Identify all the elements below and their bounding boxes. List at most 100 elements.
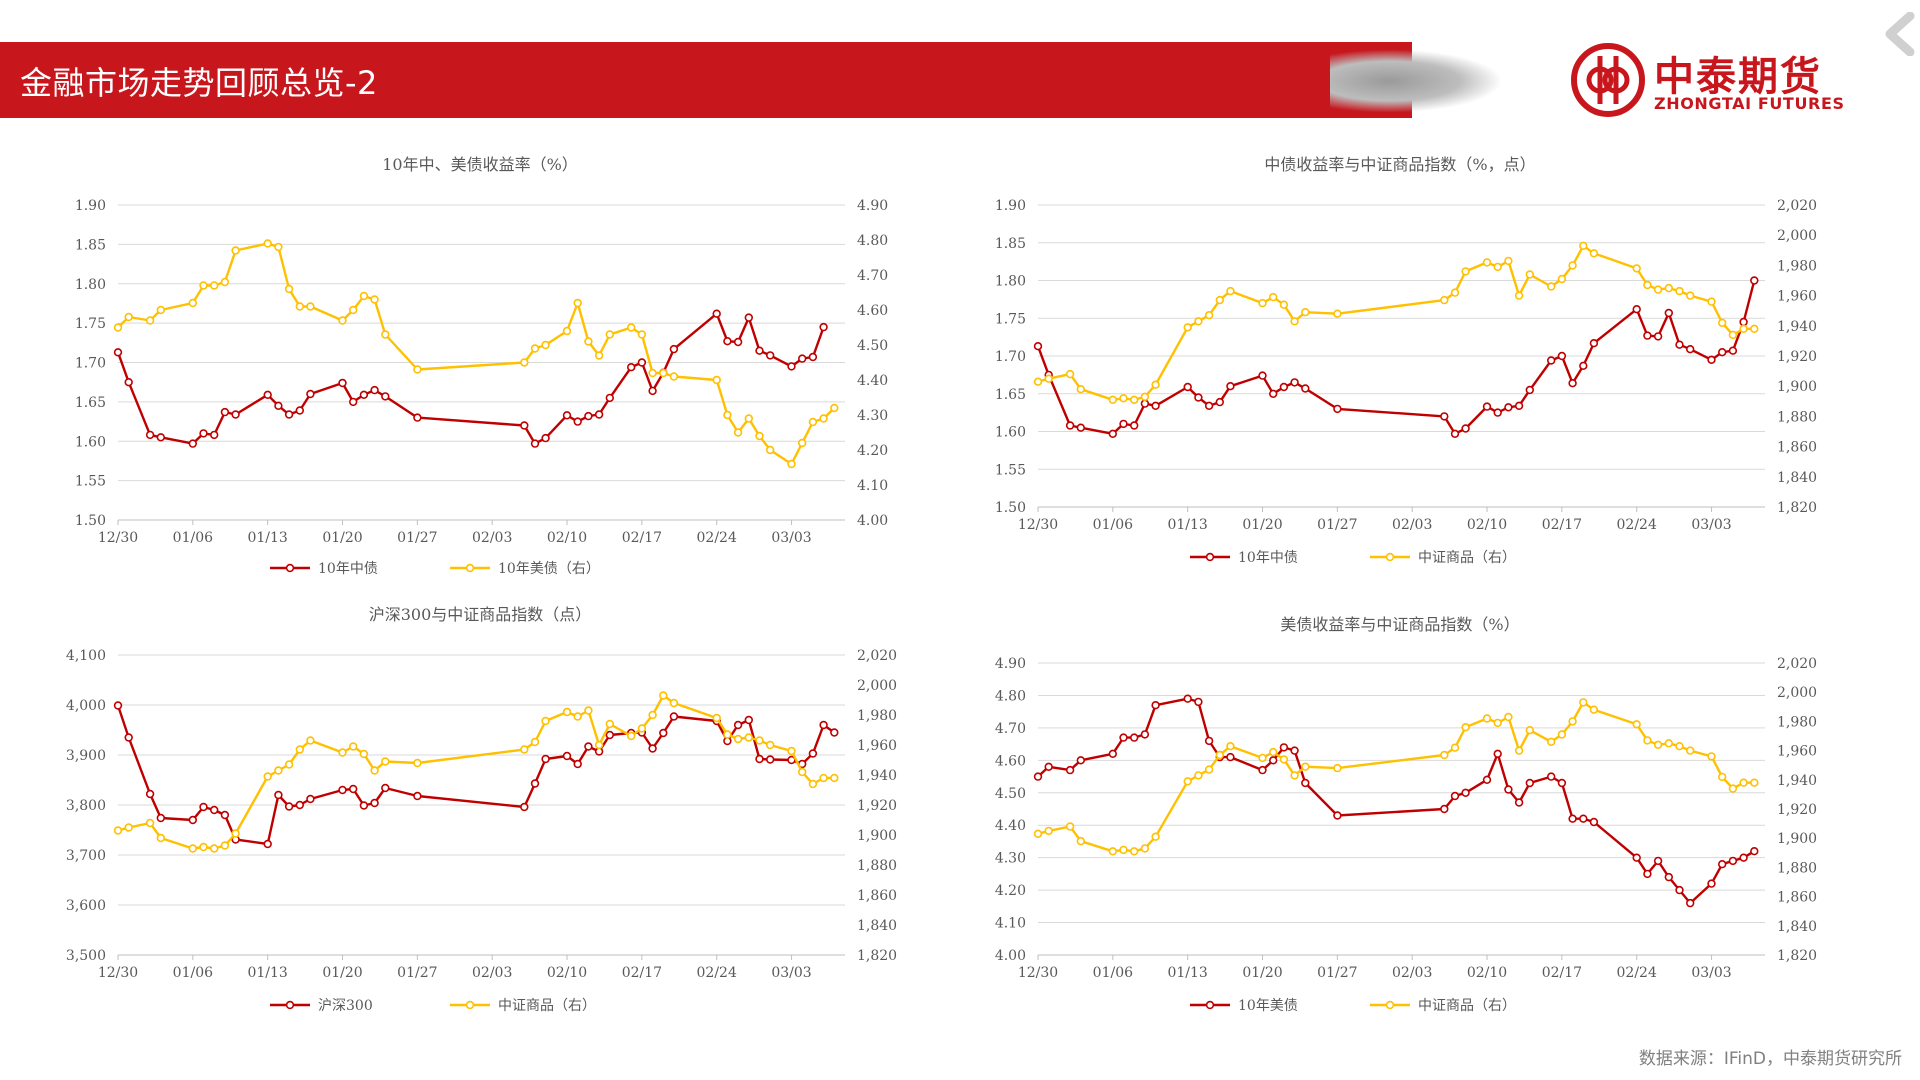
chevron-left-icon bbox=[1885, 12, 1915, 56]
data-point bbox=[188, 298, 198, 308]
data-point bbox=[1108, 429, 1118, 438]
data-point bbox=[605, 393, 614, 403]
data-point bbox=[659, 368, 668, 378]
data-point bbox=[797, 438, 807, 448]
data-point bbox=[349, 305, 358, 315]
data-point bbox=[1579, 698, 1588, 707]
data-point bbox=[370, 766, 379, 775]
y-right-tick-label: 2,020 bbox=[1777, 656, 1817, 672]
data-point bbox=[1685, 898, 1695, 908]
data-point bbox=[1140, 399, 1150, 408]
data-point bbox=[648, 386, 657, 396]
legend-label: 10年中债 bbox=[318, 561, 378, 577]
data-point bbox=[744, 733, 753, 742]
y-left-tick-label: 3,500 bbox=[66, 948, 106, 964]
data-point bbox=[306, 389, 315, 399]
y-left-tick-label: 1.80 bbox=[995, 274, 1026, 290]
data-point bbox=[1258, 765, 1267, 775]
series-line bbox=[1037, 244, 1755, 402]
y-left-tick-label: 1.60 bbox=[75, 434, 106, 450]
data-point bbox=[819, 322, 828, 332]
data-point bbox=[1557, 778, 1567, 788]
y-right-tick-label: 4.60 bbox=[857, 303, 888, 319]
y-right-tick-label: 1,820 bbox=[1777, 500, 1817, 516]
chart-legend: 10年中债 中证商品（右） bbox=[1190, 550, 1516, 566]
data-point bbox=[1557, 274, 1567, 284]
data-point bbox=[1215, 750, 1225, 760]
data-point bbox=[295, 745, 305, 754]
y-left-tick-label: 4.10 bbox=[995, 916, 1026, 932]
data-point bbox=[594, 351, 604, 360]
x-tick-label: 02/10 bbox=[547, 965, 587, 981]
data-point bbox=[755, 431, 764, 441]
data-point bbox=[765, 740, 775, 750]
data-point bbox=[819, 720, 828, 730]
y-right-tick-label: 1,940 bbox=[857, 768, 897, 784]
data-point bbox=[1226, 752, 1235, 762]
series-yellow bbox=[1033, 241, 1759, 405]
data-point bbox=[413, 365, 422, 374]
data-point bbox=[1440, 750, 1449, 760]
data-point bbox=[188, 815, 198, 825]
data-point bbox=[787, 362, 796, 371]
y-right-tick-label: 4.10 bbox=[857, 478, 888, 494]
y-right-tick-label: 4.70 bbox=[857, 268, 888, 284]
data-point bbox=[145, 818, 155, 828]
data-point bbox=[1525, 385, 1534, 395]
data-point bbox=[1717, 860, 1727, 869]
y-right-tick-label: 1,820 bbox=[857, 948, 897, 964]
data-point bbox=[220, 407, 230, 417]
data-point bbox=[1450, 288, 1460, 297]
data-point bbox=[1525, 270, 1534, 279]
data-point bbox=[584, 337, 593, 346]
data-point bbox=[744, 715, 753, 725]
chart-title: 中债收益率与中证商品指数（%，点） bbox=[1264, 155, 1535, 174]
data-point bbox=[765, 445, 775, 455]
data-point bbox=[1707, 297, 1716, 306]
data-point bbox=[541, 433, 550, 443]
data-point bbox=[573, 417, 582, 426]
x-tick-label: 01/20 bbox=[322, 965, 362, 981]
data-point bbox=[1065, 822, 1075, 831]
data-point bbox=[370, 295, 379, 304]
data-point bbox=[808, 779, 818, 789]
data-point bbox=[733, 337, 743, 347]
y-right-tick-label: 1,960 bbox=[1777, 744, 1817, 760]
data-point bbox=[1183, 777, 1192, 786]
x-tick-label: 01/06 bbox=[173, 965, 213, 981]
data-point bbox=[1119, 419, 1128, 429]
data-point bbox=[381, 783, 390, 793]
data-point bbox=[1194, 771, 1203, 780]
y-right-tick-label: 1,900 bbox=[1777, 379, 1817, 395]
data-point bbox=[124, 378, 133, 387]
data-point bbox=[1728, 346, 1738, 355]
y-right-tick-label: 1,840 bbox=[1777, 470, 1817, 486]
series-line bbox=[117, 242, 836, 466]
chart-svg: 沪深300与中证商品指数（点） 3,500 3,600 3,700 3,800 3,900… bbox=[66, 605, 897, 1014]
data-point bbox=[113, 348, 123, 357]
data-point bbox=[1183, 323, 1192, 332]
legend-label: 中证商品（右） bbox=[498, 998, 596, 1014]
x-tick-label: 02/03 bbox=[1392, 517, 1432, 533]
legend-swatch-marker bbox=[285, 1000, 295, 1010]
x-tick-label: 02/24 bbox=[697, 965, 737, 981]
data-point bbox=[1151, 832, 1160, 841]
y-right-tick-label: 1,940 bbox=[1777, 773, 1817, 789]
data-point bbox=[1033, 342, 1043, 351]
x-tick-label: 12/30 bbox=[1018, 965, 1058, 981]
y-left-tick-label: 3,600 bbox=[66, 898, 106, 914]
chart-legend: 10年美债 中证商品（右） bbox=[1190, 998, 1516, 1014]
series-red bbox=[1033, 694, 1759, 908]
data-point bbox=[1461, 424, 1470, 433]
y-left-tick-label: 1.90 bbox=[75, 198, 106, 214]
data-point bbox=[338, 785, 347, 795]
data-point bbox=[733, 734, 743, 744]
data-point bbox=[808, 352, 818, 362]
data-point bbox=[1279, 382, 1289, 392]
chart-legend: 沪深300 中证商品（右） bbox=[270, 998, 596, 1014]
data-point bbox=[1258, 753, 1267, 763]
x-tick-label: 02/24 bbox=[1617, 965, 1657, 981]
data-point bbox=[359, 291, 369, 301]
legend-label: 10年中债 bbox=[1238, 550, 1298, 566]
data-point bbox=[1739, 317, 1748, 327]
